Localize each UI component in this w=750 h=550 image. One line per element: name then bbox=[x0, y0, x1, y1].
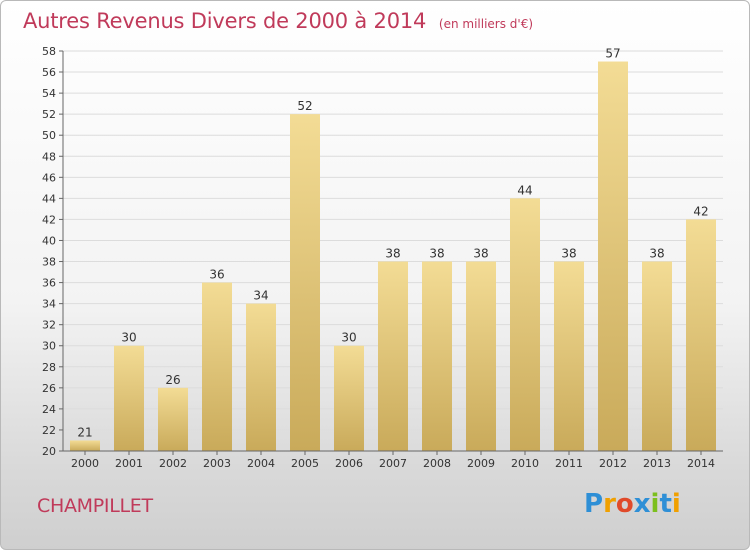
logo-letter: o bbox=[615, 489, 634, 519]
logo-letter: i bbox=[650, 489, 660, 519]
data-label-2007: 38 bbox=[385, 247, 400, 261]
data-label-2002: 26 bbox=[165, 373, 180, 387]
bar-2010 bbox=[510, 198, 540, 451]
x-tick-label: 2003 bbox=[203, 457, 231, 470]
logo-letter: i bbox=[671, 489, 681, 519]
data-label-2000: 21 bbox=[77, 425, 92, 439]
y-tick-label: 44 bbox=[42, 192, 56, 205]
bar-2009 bbox=[466, 261, 496, 451]
y-tick-label: 42 bbox=[42, 213, 56, 226]
logo-letter: x bbox=[633, 489, 651, 519]
data-labels: 21 30 26 36 34 52 30 38 38 38 44 38 57 38 42 bbox=[77, 47, 708, 440]
x-tick-label: 2008 bbox=[423, 457, 451, 470]
bars bbox=[70, 61, 716, 452]
bar-2005 bbox=[290, 114, 320, 451]
x-tick-label: 2007 bbox=[379, 457, 407, 470]
bar-2001 bbox=[114, 345, 144, 451]
bar-2002 bbox=[158, 387, 188, 451]
y-tick-label: 58 bbox=[42, 45, 56, 58]
y-tick-label: 52 bbox=[42, 108, 56, 121]
bar-2003 bbox=[202, 282, 232, 451]
x-tick-label: 2001 bbox=[115, 457, 143, 470]
bar-2000 bbox=[70, 440, 100, 451]
data-label-2013: 38 bbox=[649, 247, 664, 261]
x-tick-label: 2013 bbox=[643, 457, 671, 470]
y-tick-label: 36 bbox=[42, 277, 56, 290]
bar-2012 bbox=[598, 61, 628, 452]
bar-2007 bbox=[378, 261, 408, 451]
x-tick-label: 2004 bbox=[247, 457, 275, 470]
x-tick-label: 2002 bbox=[159, 457, 187, 470]
y-tick-label: 40 bbox=[42, 234, 56, 247]
x-tick-label: 2009 bbox=[467, 457, 495, 470]
y-tick-label: 20 bbox=[42, 445, 56, 458]
bar-2011 bbox=[554, 261, 584, 451]
data-label-2014: 42 bbox=[693, 204, 708, 218]
data-label-2005: 52 bbox=[297, 99, 312, 113]
data-label-2011: 38 bbox=[561, 247, 576, 261]
axes: 20 22 24 26 28 30 32 34 36 38 40 42 44 46 48 50 52 54 56 58… bbox=[42, 45, 723, 470]
y-tick-label: 54 bbox=[42, 87, 56, 100]
y-tick-label: 34 bbox=[42, 298, 56, 311]
data-label-2006: 30 bbox=[341, 331, 356, 345]
x-tick-label: 2011 bbox=[555, 457, 583, 470]
logo-letter: r bbox=[603, 489, 616, 519]
y-tick-label: 32 bbox=[42, 319, 56, 332]
x-tick-label: 2012 bbox=[599, 457, 627, 470]
bar-2013 bbox=[642, 261, 672, 451]
y-tick-label: 22 bbox=[42, 424, 56, 437]
proxiti-logo[interactable]: Proxiti bbox=[584, 489, 681, 519]
x-tick-label: 2014 bbox=[687, 457, 715, 470]
data-label-2003: 36 bbox=[209, 268, 224, 282]
y-tick-label: 48 bbox=[42, 150, 56, 163]
y-tick-label: 24 bbox=[42, 403, 56, 416]
data-label-2008: 38 bbox=[429, 247, 444, 261]
x-tick-label: 2010 bbox=[511, 457, 539, 470]
data-label-2004: 34 bbox=[253, 289, 268, 303]
chart-subtitle: (en milliers d'€) bbox=[438, 17, 534, 31]
chart-title-block: Autres Revenus Divers de 2000 à 2014 (en… bbox=[23, 9, 533, 33]
data-label-2012: 57 bbox=[605, 47, 620, 61]
bar-2014 bbox=[686, 219, 716, 451]
bar-2008 bbox=[422, 261, 452, 451]
x-tick-label: 2005 bbox=[291, 457, 319, 470]
y-tick-label: 38 bbox=[42, 256, 56, 269]
data-label-2010: 44 bbox=[517, 183, 532, 197]
bar-2006 bbox=[334, 345, 364, 451]
chart-title: Autres Revenus Divers de 2000 à 2014 bbox=[23, 9, 427, 33]
commune-name: CHAMPILLET bbox=[37, 495, 153, 517]
y-tick-label: 56 bbox=[42, 66, 56, 79]
x-tick-label: 2000 bbox=[71, 457, 99, 470]
data-label-2009: 38 bbox=[473, 247, 488, 261]
y-tick-label: 28 bbox=[42, 361, 56, 374]
logo-letter: t bbox=[659, 489, 672, 519]
y-tick-label: 30 bbox=[42, 340, 56, 353]
y-tick-label: 26 bbox=[42, 382, 56, 395]
data-label-2001: 30 bbox=[121, 331, 136, 345]
x-tick-label: 2006 bbox=[335, 457, 363, 470]
y-tick-label: 50 bbox=[42, 129, 56, 142]
y-tick-label: 46 bbox=[42, 171, 56, 184]
bar-2004 bbox=[246, 303, 276, 451]
logo-letter: P bbox=[584, 489, 604, 519]
